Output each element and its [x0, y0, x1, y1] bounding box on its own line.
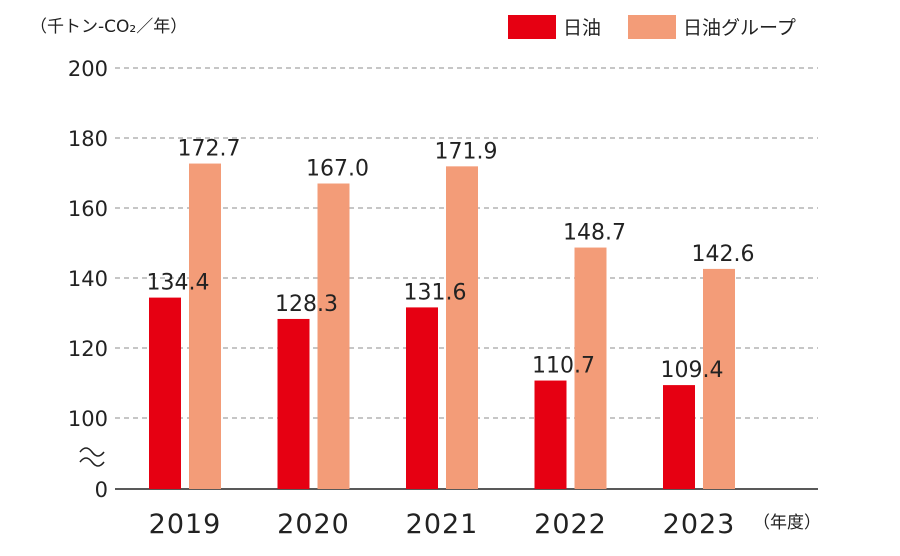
- bar-group-2019: [189, 163, 221, 490]
- x-category-label: 2020: [277, 509, 350, 540]
- y-tick-label: 160: [68, 197, 108, 221]
- legend-swatch: [508, 15, 556, 39]
- y-tick-label: 140: [68, 267, 108, 291]
- y-tick-label: 180: [68, 127, 108, 151]
- data-label: 131.6: [404, 280, 467, 305]
- bar-nof-2022: [534, 380, 567, 489]
- y-tick-label: 120: [68, 337, 108, 361]
- data-label: 172.7: [178, 137, 241, 162]
- bar-nof-2019: [149, 297, 181, 489]
- bar-group-2023: [703, 268, 735, 489]
- bar-nof-2020: [277, 318, 310, 489]
- data-label: 171.9: [435, 139, 498, 164]
- x-axis-unit-label: （年度）: [753, 513, 821, 533]
- data-label: 128.3: [275, 292, 338, 317]
- x-category-label: 2021: [406, 509, 479, 540]
- x-category-label: 2023: [663, 509, 736, 540]
- x-category-label: 2019: [149, 509, 222, 540]
- y-tick-label: 100: [68, 407, 108, 431]
- data-label: 110.7: [532, 354, 595, 379]
- bar-nof-2023: [663, 385, 695, 489]
- data-labels: 134.4 172.7 128.3 167.0 131.6 171.9 110.7 148.7…: [147, 137, 755, 384]
- legend-swatch: [628, 15, 676, 39]
- data-label: 142.6: [692, 242, 755, 267]
- y-tick-label: 200: [68, 57, 108, 81]
- y-axis-unit-label: （千トン-CO₂／年）: [30, 17, 187, 37]
- data-label: 134.4: [147, 271, 210, 296]
- x-axis-categories: 2019 2020 2021 2022 2023: [149, 509, 736, 540]
- bar-nof-2021: [406, 307, 438, 489]
- bar-group-2022: [574, 247, 607, 489]
- legend: 日油 日油グループ: [508, 15, 796, 39]
- y-axis-ticks: 0 100 120 140 160 180 200: [68, 57, 108, 502]
- data-label: 167.0: [306, 157, 369, 182]
- legend-label: 日油: [563, 17, 601, 39]
- y-tick-label: 0: [95, 478, 108, 502]
- bars: [149, 163, 735, 490]
- data-label: 109.4: [661, 358, 724, 383]
- x-category-label: 2022: [534, 509, 607, 540]
- axis-break-icon: [79, 447, 105, 467]
- legend-label: 日油グループ: [683, 17, 796, 39]
- bar-group-2020: [317, 183, 350, 489]
- data-label: 148.7: [563, 221, 626, 246]
- bar-group-2021: [446, 166, 478, 489]
